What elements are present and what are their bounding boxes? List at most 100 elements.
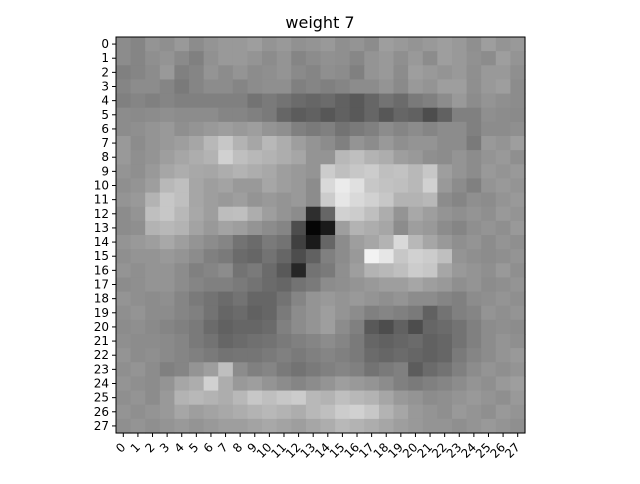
heatmap-cell-20-15 bbox=[335, 319, 351, 335]
y-tick-label-20: 20 bbox=[94, 320, 109, 334]
heatmap-cell-21-25 bbox=[481, 334, 497, 349]
heatmap-cell-16-24 bbox=[466, 263, 482, 279]
heatmap-cell-8-18 bbox=[378, 150, 395, 165]
heatmap-cell-22-6 bbox=[203, 348, 219, 363]
heatmap-cell-14-18 bbox=[378, 235, 395, 250]
heatmap-cell-27-0 bbox=[116, 418, 132, 434]
heatmap-cell-27-14 bbox=[320, 418, 336, 434]
heatmap-cell-20-14 bbox=[320, 319, 336, 335]
x-tick-label-0: 0 bbox=[113, 440, 128, 455]
heatmap-cell-23-4 bbox=[174, 362, 190, 378]
heatmap-cell-9-20 bbox=[408, 164, 424, 180]
heatmap-cell-1-14 bbox=[320, 51, 336, 66]
heatmap-cell-27-15 bbox=[335, 418, 351, 434]
heatmap-cell-6-15 bbox=[335, 121, 351, 137]
heatmap-cell-0-27 bbox=[510, 37, 526, 52]
x-tick-label-1: 1 bbox=[128, 440, 143, 455]
heatmap-cell-8-23 bbox=[451, 150, 468, 165]
heatmap-cell-25-26 bbox=[495, 390, 511, 406]
x-axis: 0 1 2 3 4 5 6 7 8 9101112131415161718192021222324… bbox=[113, 433, 523, 461]
heatmap-cell-16-27 bbox=[510, 263, 526, 279]
heatmap-cell-22-7 bbox=[218, 348, 234, 363]
heatmap-cell-4-18 bbox=[378, 93, 395, 109]
heatmap-cell-10-19 bbox=[393, 178, 409, 194]
heatmap-cell-25-16 bbox=[349, 390, 365, 406]
heatmap-cell-26-27 bbox=[510, 404, 526, 420]
heatmap-cell-12-10 bbox=[262, 206, 278, 222]
heatmap-cell-1-20 bbox=[408, 51, 424, 66]
y-tick-label-22: 22 bbox=[94, 348, 109, 362]
heatmap-cell-1-4 bbox=[174, 51, 190, 66]
heatmap-cell-3-11 bbox=[276, 79, 292, 95]
heatmap-cell-22-16 bbox=[349, 348, 365, 363]
heatmap-cell-27-24 bbox=[466, 418, 482, 434]
heatmap-cell-21-13 bbox=[305, 334, 322, 349]
heatmap-cell-25-6 bbox=[203, 390, 219, 406]
heatmap-cell-5-24 bbox=[466, 107, 482, 123]
heatmap-cell-17-24 bbox=[466, 277, 482, 293]
heatmap-cell-10-4 bbox=[174, 178, 190, 194]
heatmap-cell-24-20 bbox=[408, 376, 424, 392]
heatmap-cell-5-14 bbox=[320, 107, 336, 123]
heatmap-cell-7-4 bbox=[174, 136, 190, 151]
heatmap-cell-1-26 bbox=[495, 51, 511, 66]
heatmap-cell-16-23 bbox=[451, 263, 468, 279]
y-tick-label-15: 15 bbox=[94, 249, 109, 263]
y-tick-label-5: 5 bbox=[101, 108, 109, 122]
heatmap-cell-5-11 bbox=[276, 107, 292, 123]
heatmap-cell-18-7 bbox=[218, 291, 234, 307]
heatmap-cell-17-16 bbox=[349, 277, 365, 293]
heatmap-cell-20-10 bbox=[262, 319, 278, 335]
heatmap-cell-9-16 bbox=[349, 164, 365, 180]
heatmap-cell-12-22 bbox=[437, 206, 453, 222]
heatmap-cell-19-10 bbox=[262, 305, 278, 321]
heatmap-cell-23-25 bbox=[481, 362, 497, 378]
heatmap-cell-8-22 bbox=[437, 150, 453, 165]
heatmap-cell-16-1 bbox=[130, 263, 146, 279]
heatmap-cell-4-7 bbox=[218, 93, 234, 109]
heatmap-cell-6-5 bbox=[189, 121, 205, 137]
heatmap-cell-6-20 bbox=[408, 121, 424, 137]
heatmap-cell-16-19 bbox=[393, 263, 409, 279]
heatmap-cell-12-9 bbox=[247, 206, 263, 222]
heatmap-cell-9-18 bbox=[378, 164, 395, 180]
heatmap-cell-24-25 bbox=[481, 376, 497, 392]
heatmap-cell-24-7 bbox=[218, 376, 234, 392]
heatmap-cell-9-9 bbox=[247, 164, 263, 180]
heatmap-cell-7-2 bbox=[145, 136, 161, 151]
heatmap-cell-20-19 bbox=[393, 319, 409, 335]
heatmap-cell-25-20 bbox=[408, 390, 424, 406]
heatmap-cell-5-22 bbox=[437, 107, 453, 123]
heatmap-cell-17-23 bbox=[451, 277, 468, 293]
heatmap-cell-5-17 bbox=[364, 107, 380, 123]
heatmap-cell-23-7 bbox=[218, 362, 234, 378]
heatmap-cell-8-17 bbox=[364, 150, 380, 165]
y-tick-label-10: 10 bbox=[94, 179, 109, 193]
heatmap-cell-10-22 bbox=[437, 178, 453, 194]
heatmap-cell-22-27 bbox=[510, 348, 526, 363]
heatmap-cell-20-27 bbox=[510, 319, 526, 335]
heatmap-cell-16-14 bbox=[320, 263, 336, 279]
heatmap-cell-11-23 bbox=[451, 192, 468, 208]
heatmap-cell-4-25 bbox=[481, 93, 497, 109]
heatmap-cell-7-18 bbox=[378, 136, 395, 151]
heatmap-cell-26-17 bbox=[364, 404, 380, 420]
heatmap-cell-0-3 bbox=[159, 37, 176, 52]
heatmap-cell-25-2 bbox=[145, 390, 161, 406]
heatmap-cell-13-8 bbox=[232, 220, 249, 236]
heatmap-cell-25-8 bbox=[232, 390, 249, 406]
heatmap-cell-14-17 bbox=[364, 235, 380, 250]
heatmap-cell-15-22 bbox=[437, 249, 453, 264]
heatmap-cell-15-7 bbox=[218, 249, 234, 264]
heatmap-cell-23-24 bbox=[466, 362, 482, 378]
heatmap-cell-27-12 bbox=[291, 418, 307, 434]
heatmap-cell-15-11 bbox=[276, 249, 292, 264]
heatmap-cell-5-12 bbox=[291, 107, 307, 123]
heatmap-cell-26-8 bbox=[232, 404, 249, 420]
heatmap-cell-25-5 bbox=[189, 390, 205, 406]
heatmap-cell-6-4 bbox=[174, 121, 190, 137]
heatmap-cell-26-18 bbox=[378, 404, 395, 420]
heatmap-cell-19-23 bbox=[451, 305, 468, 321]
heatmap-cell-19-19 bbox=[393, 305, 409, 321]
heatmap-cell-2-7 bbox=[218, 65, 234, 81]
